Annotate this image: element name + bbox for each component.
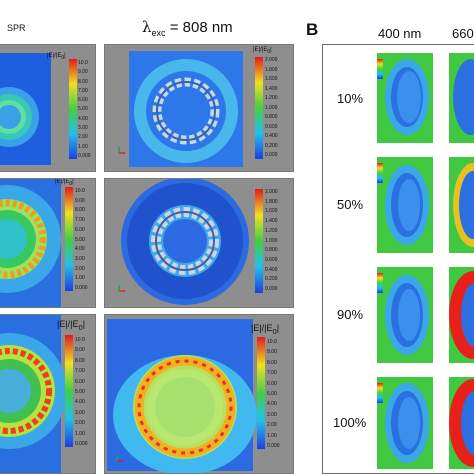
col2-sub: exc [151, 28, 166, 38]
col1-header: λSPR [0, 14, 26, 33]
cb-ticks-r2c1: 10.0 9.00 8.00 7.00 6.00 5.00 4.00 3.00 2.00 1.00… [75, 188, 88, 292]
sim-panel-r2c2: 2.000 1.800 1.600 1.400 1.200 1.000 0.800 0.600… [104, 178, 294, 308]
panel-b-row-50: 50% [337, 197, 364, 212]
sim-panel-r2c1: |E|/|E0| 10.0 9.00 8.00 7.00 6.00 5.00 4.00 3.0… [0, 178, 96, 308]
panel-b-col2-header: 660 [452, 26, 474, 41]
sim-image-r2c2 [118, 179, 263, 305]
cb-ticks-r1c1: 10.0 9.00 8.00 7.00 6.00 5.00 4.00 3.00 2.00 1.00… [78, 60, 91, 159]
panel-b-row-10: 10% [337, 91, 364, 106]
sim-panel-r3c1: |E|/|E0| 10.0 9.00 8.00 7.00 6.00 5.00 4.00 3.0… [0, 314, 96, 474]
col2-lambda: λ [142, 18, 152, 36]
panel-b-col1-header: 400 nm [378, 26, 422, 41]
sim-image-r1c2 [118, 51, 263, 167]
cb-ticks-r3c2: 10.0 9.00 8.00 7.00 6.00 5.00 4.00 3.00 2.00 1.00… [267, 339, 280, 450]
sim-image-r3c2 [107, 319, 265, 473]
cb-ticks-r1c2: 2.000 1.800 1.600 1.400 1.200 1.000 0.800 0.600… [265, 57, 278, 158]
sim-panel-r1c2: |E|/|E0| 2.000 1.800 1.600 1.400 1.200 1.000 0… [104, 44, 294, 172]
cb-label-r1c1: |E|/|E0| [47, 53, 66, 62]
sim-panel-r3c2: |E|/|E0| 10.0 9.00 8.00 7.00 6.00 5.00 4.00 3.0… [104, 314, 294, 474]
panel-b-maps [377, 53, 474, 469]
col1-lambda: λ [0, 14, 7, 30]
cb-label-r2c1: |E|/|E0| [55, 179, 74, 188]
panel-b-frame: 10% 50% 90% 100% [322, 44, 474, 474]
cb-label-r3c1: |E|/|E0| [57, 319, 86, 332]
cb-ticks-r3c1: 10.0 9.00 8.00 7.00 6.00 5.00 4.00 3.00 2.00 1.00… [75, 337, 88, 448]
sim-image-r1c1 [0, 53, 77, 165]
cb-label-r1c2: |E|/|E0| [253, 47, 272, 56]
sim-image-r2c1 [0, 179, 73, 307]
cb-label-r3c2: |E|/|E0| [251, 323, 280, 336]
cb-ticks-r2c2: 2.000 1.800 1.600 1.400 1.200 1.000 0.800 0.600… [265, 189, 278, 293]
sim-image-r3c1 [0, 315, 73, 473]
panel-b-letter: B [306, 20, 319, 39]
col2-value: = 808 nm [169, 19, 233, 36]
sim-panel-r1c1: |E|/|E0| 10.0 9.00 8.00 7.00 6.00 5.00 4.00 3.0… [0, 44, 96, 172]
panel-b-row-100: 100% [333, 415, 367, 430]
col2-header: λexc = 808 nm [142, 18, 233, 38]
panel-b-row-90: 90% [337, 307, 364, 322]
col1-sub: SPR [7, 22, 26, 33]
